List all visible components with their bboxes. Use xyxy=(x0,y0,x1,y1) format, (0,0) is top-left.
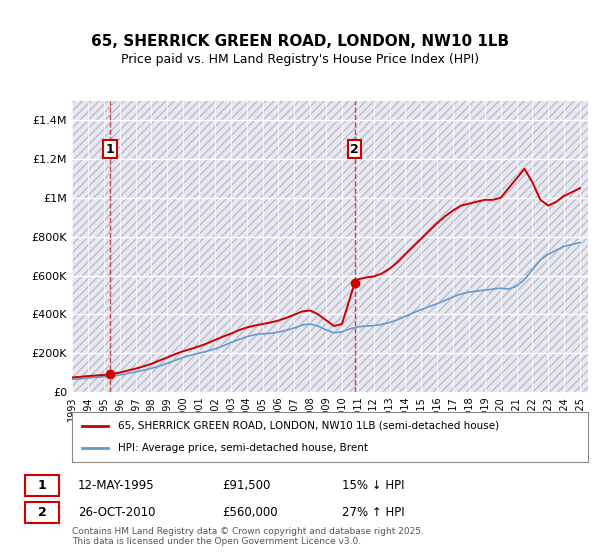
Text: HPI: Average price, semi-detached house, Brent: HPI: Average price, semi-detached house,… xyxy=(118,443,368,453)
Text: 65, SHERRICK GREEN ROAD, LONDON, NW10 1LB (semi-detached house): 65, SHERRICK GREEN ROAD, LONDON, NW10 1L… xyxy=(118,421,500,431)
Text: 65, SHERRICK GREEN ROAD, LONDON, NW10 1LB: 65, SHERRICK GREEN ROAD, LONDON, NW10 1L… xyxy=(91,34,509,49)
Text: Price paid vs. HM Land Registry's House Price Index (HPI): Price paid vs. HM Land Registry's House … xyxy=(121,53,479,66)
Text: 2: 2 xyxy=(38,506,46,519)
Text: 1: 1 xyxy=(106,143,115,156)
FancyBboxPatch shape xyxy=(25,502,59,523)
Text: 15% ↓ HPI: 15% ↓ HPI xyxy=(342,479,404,492)
Text: 12-MAY-1995: 12-MAY-1995 xyxy=(78,479,155,492)
Text: £560,000: £560,000 xyxy=(222,506,278,519)
Text: 2: 2 xyxy=(350,143,359,156)
Text: Contains HM Land Registry data © Crown copyright and database right 2025.
This d: Contains HM Land Registry data © Crown c… xyxy=(72,526,424,546)
Text: 26-OCT-2010: 26-OCT-2010 xyxy=(78,506,155,519)
Text: 1: 1 xyxy=(38,479,46,492)
FancyBboxPatch shape xyxy=(25,475,59,496)
Text: £91,500: £91,500 xyxy=(222,479,271,492)
Text: 27% ↑ HPI: 27% ↑ HPI xyxy=(342,506,404,519)
